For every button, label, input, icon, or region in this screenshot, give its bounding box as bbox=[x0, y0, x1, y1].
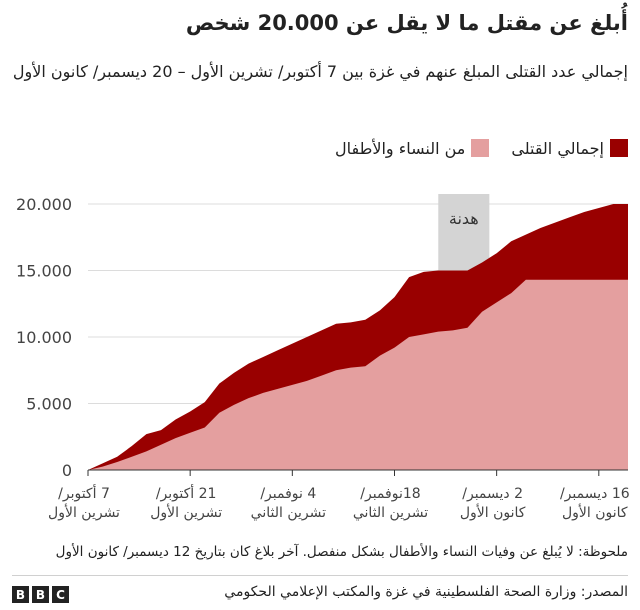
legend-item-women-children: من النساء والأطفال bbox=[334, 138, 490, 158]
legend: إجمالي القتلى من النساء والأطفال bbox=[335, 136, 628, 160]
x-tick-label: تشرين الأول bbox=[150, 503, 222, 521]
legend-label-total: إجمالي القتلى bbox=[511, 138, 604, 158]
source-text: المصدر: وزارة الصحة الفلسطينية في غزة وا… bbox=[224, 584, 628, 600]
area-women-children bbox=[88, 279, 628, 470]
legend-swatch-women-children bbox=[471, 139, 490, 157]
y-tick-label: 0 bbox=[62, 461, 72, 480]
y-tick-label: 15.000 bbox=[16, 262, 72, 281]
chart-title: أُبلغ عن مقتل ما لا يقل عن 20.000 شخص bbox=[185, 11, 628, 35]
x-tick-label: 16 ديسمبر/ bbox=[560, 486, 630, 502]
x-tick-label: 4 نوفمبر/ bbox=[260, 486, 316, 502]
x-tick-label: 18نوفمبر/ bbox=[360, 486, 420, 502]
legend-label-women-children: من النساء والأطفال bbox=[334, 138, 466, 158]
x-tick-label: 2 ديسمبر/ bbox=[462, 486, 523, 502]
chart-note: ملحوظة: لا يُبلغ عن وفيات النساء والأطفا… bbox=[55, 544, 628, 560]
x-tick-label: كانون الأول bbox=[460, 503, 526, 521]
y-tick-label: 20.000 bbox=[16, 195, 72, 214]
x-tick-label: تشرين الثاني bbox=[353, 505, 428, 521]
x-tick-label: كانون الأول bbox=[562, 503, 628, 521]
legend-item-total: إجمالي القتلى bbox=[511, 139, 628, 158]
area-chart: هدنة 0 5.000 10.000 15.000 20.000 7 أكتوبر/تشر… bbox=[16, 194, 630, 521]
x-tick-label: تشرين الثاني bbox=[251, 505, 326, 521]
bbc-logo-letter: B bbox=[12, 586, 29, 603]
x-tick-label: تشرين الأول bbox=[48, 503, 120, 521]
bbc-logo: B B C bbox=[12, 586, 72, 603]
bbc-logo-letter: B bbox=[32, 586, 49, 603]
chart-subtitle: إجمالي عدد القتلى المبلغ عنهم في غزة بين… bbox=[12, 62, 628, 81]
ceasefire-label: هدنة bbox=[449, 209, 479, 228]
y-tick-label: 5.000 bbox=[26, 395, 72, 414]
legend-swatch-total bbox=[610, 139, 628, 157]
bbc-logo-letter: C bbox=[52, 586, 69, 603]
footer-divider bbox=[12, 575, 628, 576]
y-tick-label: 10.000 bbox=[16, 328, 72, 347]
x-tick-label: 21 أكتوبر/ bbox=[156, 484, 217, 502]
x-tick-label: 7 أكتوبر/ bbox=[58, 484, 110, 502]
